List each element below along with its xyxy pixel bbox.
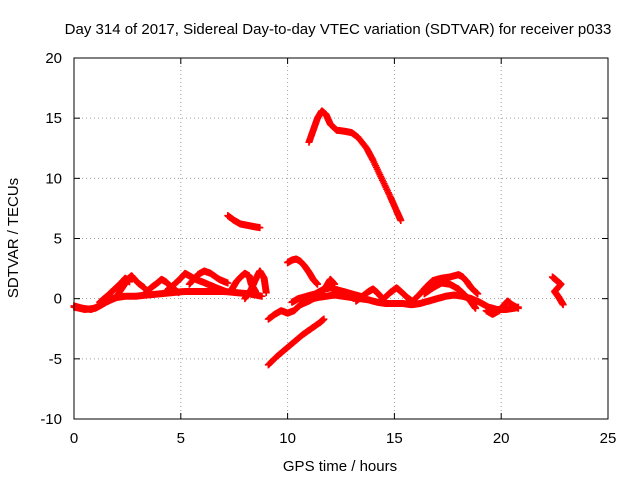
x-tick-label: 25 [600, 430, 617, 447]
data-marks [70, 107, 567, 369]
y-axis-label: SDTVAR / TECUs [5, 178, 22, 298]
plot-frame [73, 57, 609, 420]
data-point-track [352, 285, 386, 305]
data-point-track [284, 255, 322, 288]
y-tick-label: 15 [45, 110, 62, 127]
grid-lines [74, 58, 608, 419]
data-point-track [113, 272, 148, 300]
y-tick-label: 10 [45, 170, 62, 187]
data-point-track [548, 273, 567, 309]
y-tick-label: 0 [54, 291, 62, 308]
x-tick-label: 5 [177, 430, 185, 447]
data-point-track [482, 297, 522, 318]
data-point-track [420, 279, 480, 312]
x-tick-label: 15 [386, 430, 403, 447]
data-point-track [241, 267, 270, 303]
x-tick-label: 0 [70, 430, 78, 447]
data-point-track [407, 271, 482, 306]
x-tick-label: 20 [493, 430, 510, 447]
x-tick-label: 10 [279, 430, 296, 447]
data-point-track [305, 107, 405, 224]
data-point-track [264, 315, 328, 369]
data-point-track [185, 267, 232, 288]
axes: 0 5 10 15 20 25 -10 -5 0 5 10 15 20 [40, 50, 616, 447]
y-tick-label: 20 [45, 50, 62, 67]
chart-title: Day 314 of 2017, Sidereal Day-to-day VTE… [65, 21, 612, 38]
data-point-track [296, 275, 339, 309]
y-tick-label: -5 [49, 351, 62, 368]
y-tick-label: -10 [40, 411, 62, 428]
x-axis-label: GPS time / hours [283, 458, 397, 475]
data-point-track [224, 212, 264, 232]
y-tick-label: 5 [54, 231, 62, 248]
